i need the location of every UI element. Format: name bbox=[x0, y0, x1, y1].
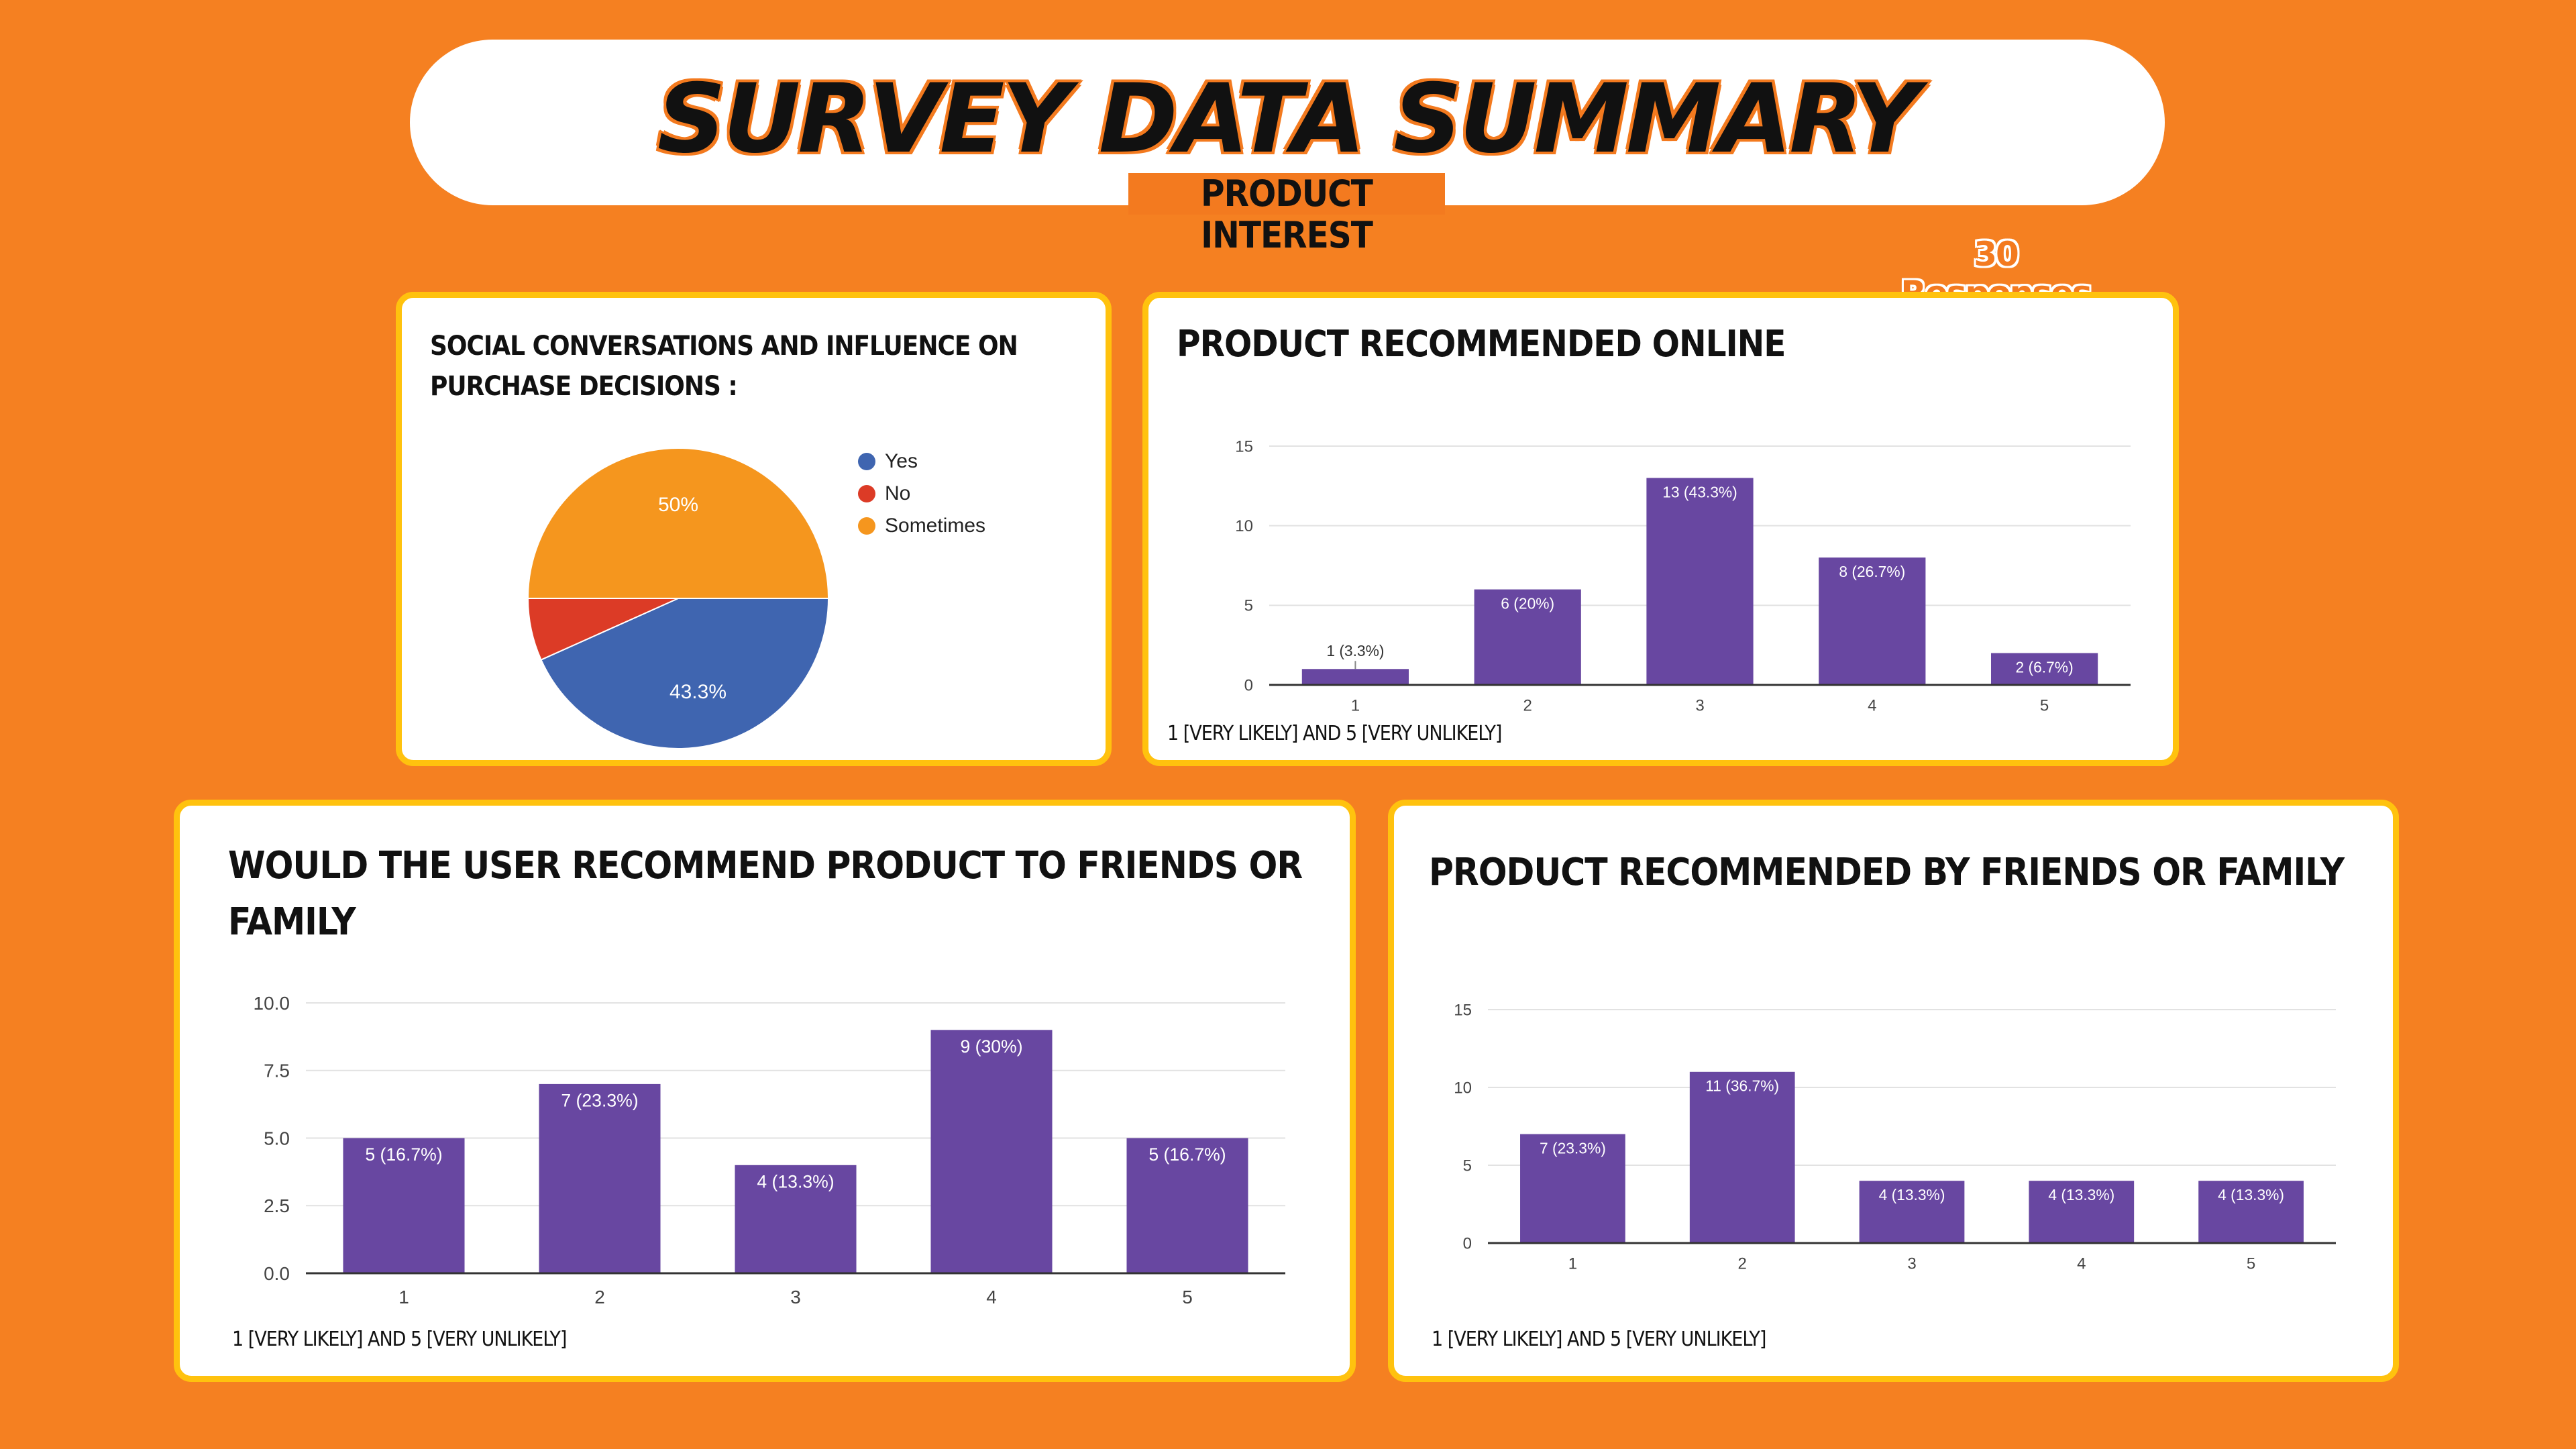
online-ytick-label: 5 bbox=[1244, 597, 1253, 615]
online-bar-label-5: 2 (6.7%) bbox=[2016, 658, 2074, 676]
legend-label-sometimes: Sometimes bbox=[885, 515, 986, 537]
online-bar-2 bbox=[1474, 589, 1581, 685]
legend-label-yes: Yes bbox=[885, 450, 918, 472]
user-bar-4 bbox=[930, 1030, 1053, 1273]
pie-label-yes: 43.3% bbox=[669, 681, 727, 703]
recommended-online-chart: 0 5 10 15 1 (3.3%) 1 6 (20%) 2 13 (43.3%) 3 8 (26.… bbox=[1235, 437, 2131, 714]
page-subtitle: PRODUCT INTEREST bbox=[1128, 173, 1445, 256]
friends-ytick-label: 5 bbox=[1463, 1157, 1472, 1175]
online-ytick-label: 15 bbox=[1235, 437, 1253, 455]
online-bar-label-3: 13 (43.3%) bbox=[1662, 483, 1737, 500]
online-xtick-label-1: 1 bbox=[1351, 696, 1360, 714]
online-bar-label-4: 8 (26.7%) bbox=[1839, 563, 1905, 580]
legend-swatch-yes bbox=[858, 453, 875, 470]
friends-family-card: PRODUCT RECOMMENDED BY FRIENDS OR FAMILY… bbox=[1388, 800, 2399, 1382]
online-xtick-label-5: 5 bbox=[2040, 696, 2049, 714]
friends-bar-label-4: 4 (13.3%) bbox=[2048, 1186, 2114, 1203]
user-ytick-label: 10.0 bbox=[254, 993, 290, 1014]
online-bar-4 bbox=[1819, 557, 1926, 685]
online-bar-1 bbox=[1301, 669, 1409, 685]
user-xtick-label-4: 4 bbox=[986, 1287, 997, 1307]
friends-xtick-label-3: 3 bbox=[1907, 1254, 1916, 1273]
online-ytick-label: 10 bbox=[1235, 517, 1253, 535]
user-bar-label-1: 5 (16.7%) bbox=[365, 1144, 442, 1165]
user-bar-1 bbox=[343, 1138, 465, 1273]
legend-label-no: No bbox=[885, 482, 911, 504]
page-title: SURVEY DATA SUMMARY bbox=[655, 62, 1923, 176]
user-bar-3 bbox=[735, 1165, 857, 1273]
friends-family-scale-note: 1 [VERY LIKELY] AND 5 [VERY UNLIKELY] bbox=[1432, 1328, 1766, 1351]
user-ytick-label: 7.5 bbox=[264, 1061, 290, 1081]
user-bar-5 bbox=[1126, 1138, 1248, 1273]
friends-bar-1 bbox=[1520, 1134, 1625, 1243]
user-recommend-chart: 0.0 2.5 5.0 7.5 10.0 5 (16.7%) 1 7 (23.3%) 2 4 (1… bbox=[254, 993, 1285, 1307]
friends-ytick-label: 15 bbox=[1454, 1001, 1472, 1019]
friends-bar-label-3: 4 (13.3%) bbox=[1879, 1186, 1945, 1203]
online-bar-3 bbox=[1646, 478, 1754, 685]
user-bar-label-4: 9 (30%) bbox=[960, 1036, 1022, 1057]
friends-family-chart: 0 5 10 15 7 (23.3%) 1 11 (36.7%) 2 4 (13.3%) 3 4 (… bbox=[1454, 1001, 2336, 1273]
friends-ytick-label: 0 bbox=[1463, 1234, 1472, 1252]
user-bar-label-2: 7 (23.3%) bbox=[561, 1091, 638, 1111]
online-xtick-label-2: 2 bbox=[1523, 696, 1532, 714]
social-conversations-title: SOCIAL CONVERSATIONS AND INFLUENCE ON PU… bbox=[430, 331, 1018, 402]
user-recommend-title: WOULD THE USER RECOMMEND PRODUCT TO FRIE… bbox=[228, 844, 1303, 944]
user-ytick-label: 0.0 bbox=[264, 1263, 290, 1284]
legend-item-sometimes: Sometimes bbox=[858, 510, 985, 542]
legend-swatch-no bbox=[858, 485, 875, 502]
legend-item-yes: Yes bbox=[858, 445, 985, 478]
friends-family-title: PRODUCT RECOMMENDED BY FRIENDS OR FAMILY bbox=[1429, 851, 2345, 894]
recommended-online-scale-note: 1 [VERY LIKELY] AND 5 [VERY UNLIKELY] bbox=[1167, 722, 1502, 745]
user-recommend-scale-note: 1 [VERY LIKELY] AND 5 [VERY UNLIKELY] bbox=[232, 1328, 567, 1351]
friends-bar-label-2: 11 (36.7%) bbox=[1705, 1077, 1779, 1095]
legend-item-no: No bbox=[858, 478, 985, 510]
friends-xtick-label-2: 2 bbox=[1738, 1254, 1747, 1273]
social-conversations-card: SOCIAL CONVERSATIONS AND INFLUENCE ON PU… bbox=[396, 292, 1112, 766]
pie-slice-sometimes bbox=[527, 447, 830, 599]
friends-xtick-label-5: 5 bbox=[2247, 1254, 2255, 1273]
user-bar-label-3: 4 (13.3%) bbox=[757, 1171, 834, 1191]
friends-bar-label-1: 7 (23.3%) bbox=[1540, 1139, 1606, 1157]
online-xtick-label-4: 4 bbox=[1868, 696, 1876, 714]
pie-slice-yes bbox=[540, 598, 830, 749]
friends-bar-4 bbox=[2029, 1181, 2135, 1243]
online-bar-5 bbox=[1990, 653, 2098, 685]
user-recommend-card: WOULD THE USER RECOMMEND PRODUCT TO FRIE… bbox=[174, 800, 1356, 1382]
online-xtick-label-3: 3 bbox=[1695, 696, 1704, 714]
friends-bar-2 bbox=[1689, 1071, 1795, 1243]
friends-bar-label-5: 4 (13.3%) bbox=[2218, 1186, 2284, 1203]
user-ytick-label: 5.0 bbox=[264, 1128, 290, 1148]
user-xtick-label-3: 3 bbox=[790, 1287, 801, 1307]
user-xtick-label-2: 2 bbox=[594, 1287, 605, 1307]
pie-chart: 43.3% 50% bbox=[527, 447, 830, 749]
online-bar-label-1: 1 (3.3%) bbox=[1326, 642, 1384, 659]
friends-xtick-label-4: 4 bbox=[2077, 1254, 2086, 1273]
friends-ytick-label: 10 bbox=[1454, 1079, 1472, 1097]
user-xtick-label-5: 5 bbox=[1182, 1287, 1193, 1307]
friends-bar-3 bbox=[1859, 1181, 1965, 1243]
user-bar-2 bbox=[539, 1083, 661, 1273]
user-xtick-label-1: 1 bbox=[398, 1287, 409, 1307]
pie-label-sometimes: 50% bbox=[658, 494, 698, 516]
friends-bar-5 bbox=[2198, 1181, 2304, 1243]
recommended-online-title: PRODUCT RECOMMENDED ONLINE bbox=[1177, 323, 1786, 365]
online-ytick-label: 0 bbox=[1244, 676, 1253, 694]
user-ytick-label: 2.5 bbox=[264, 1195, 290, 1216]
online-bar-label-2: 6 (20%) bbox=[1501, 594, 1554, 612]
recommended-online-card: PRODUCT RECOMMENDED ONLINE 0 5 10 15 1 (3.3%… bbox=[1142, 292, 2179, 766]
legend-swatch-sometimes bbox=[858, 517, 875, 535]
pie-legend: Yes No Sometimes bbox=[858, 445, 985, 542]
friends-xtick-label-1: 1 bbox=[1568, 1254, 1577, 1273]
user-bar-label-5: 5 (16.7%) bbox=[1148, 1144, 1226, 1165]
